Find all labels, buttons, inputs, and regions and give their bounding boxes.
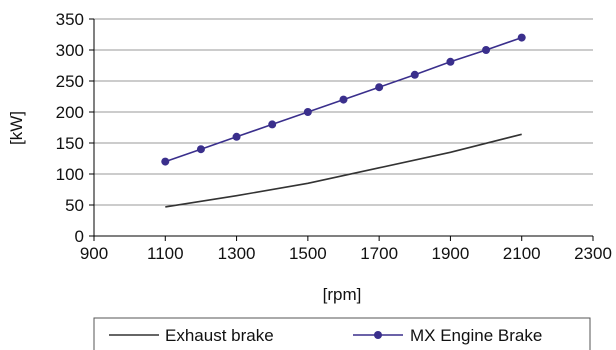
gridlines: [94, 18, 593, 206]
data-point-mx-engine-brake: [446, 57, 455, 66]
data-point-mx-engine-brake: [268, 120, 277, 129]
x-tick-label: 1100: [147, 244, 184, 263]
series-line-exhaust-brake: [165, 133, 522, 208]
x-tick-label: 1300: [218, 244, 256, 263]
y-tick-label: 50: [65, 196, 84, 215]
data-point-mx-engine-brake: [482, 46, 491, 54]
x-tick-label: 1500: [289, 244, 327, 263]
axes: [89, 18, 594, 241]
data-point-mx-engine-brake: [303, 108, 312, 116]
y-tick-label: 300: [56, 41, 84, 60]
y-tick-label: 200: [56, 103, 84, 122]
data-point-mx-engine-brake: [232, 132, 241, 141]
legend-box: [93, 317, 591, 350]
y-tick-label: 150: [56, 134, 84, 153]
y-axis-title: [kW]: [7, 111, 26, 145]
series: [161, 33, 526, 208]
data-point-mx-engine-brake: [410, 70, 419, 79]
data-point-mx-engine-brake: [339, 95, 348, 104]
x-tick-label: 1700: [360, 244, 398, 263]
x-tick-label: 2100: [503, 244, 541, 263]
data-point-mx-engine-brake: [517, 33, 526, 42]
y-tick-label: 350: [56, 10, 84, 29]
y-tick-label: 100: [56, 165, 84, 184]
x-tick-labels: 900 1100 1300 1500 1700 1900 2100 2300: [80, 244, 612, 263]
legend: Exhaust brake MX Engine Brake: [93, 317, 591, 350]
x-axis-title: [rpm]: [323, 285, 362, 304]
data-point-mx-engine-brake: [375, 83, 384, 92]
data-point-mx-engine-brake: [196, 145, 205, 154]
x-tick-label: 2300: [574, 244, 612, 263]
data-point-mx-engine-brake: [161, 157, 170, 166]
legend-marker-mx-engine-brake: [374, 331, 382, 339]
y-tick-label: 250: [56, 72, 84, 91]
legend-label-exhaust-brake: Exhaust brake: [165, 326, 274, 345]
y-tick-label: 0: [75, 227, 84, 246]
y-tick-labels: 0 50 100 150 200 250 300 350: [56, 10, 84, 246]
x-tick-label: 1900: [432, 244, 470, 263]
x-tick-label: 900: [80, 244, 108, 263]
legend-label-mx-engine-brake: MX Engine Brake: [410, 326, 542, 345]
